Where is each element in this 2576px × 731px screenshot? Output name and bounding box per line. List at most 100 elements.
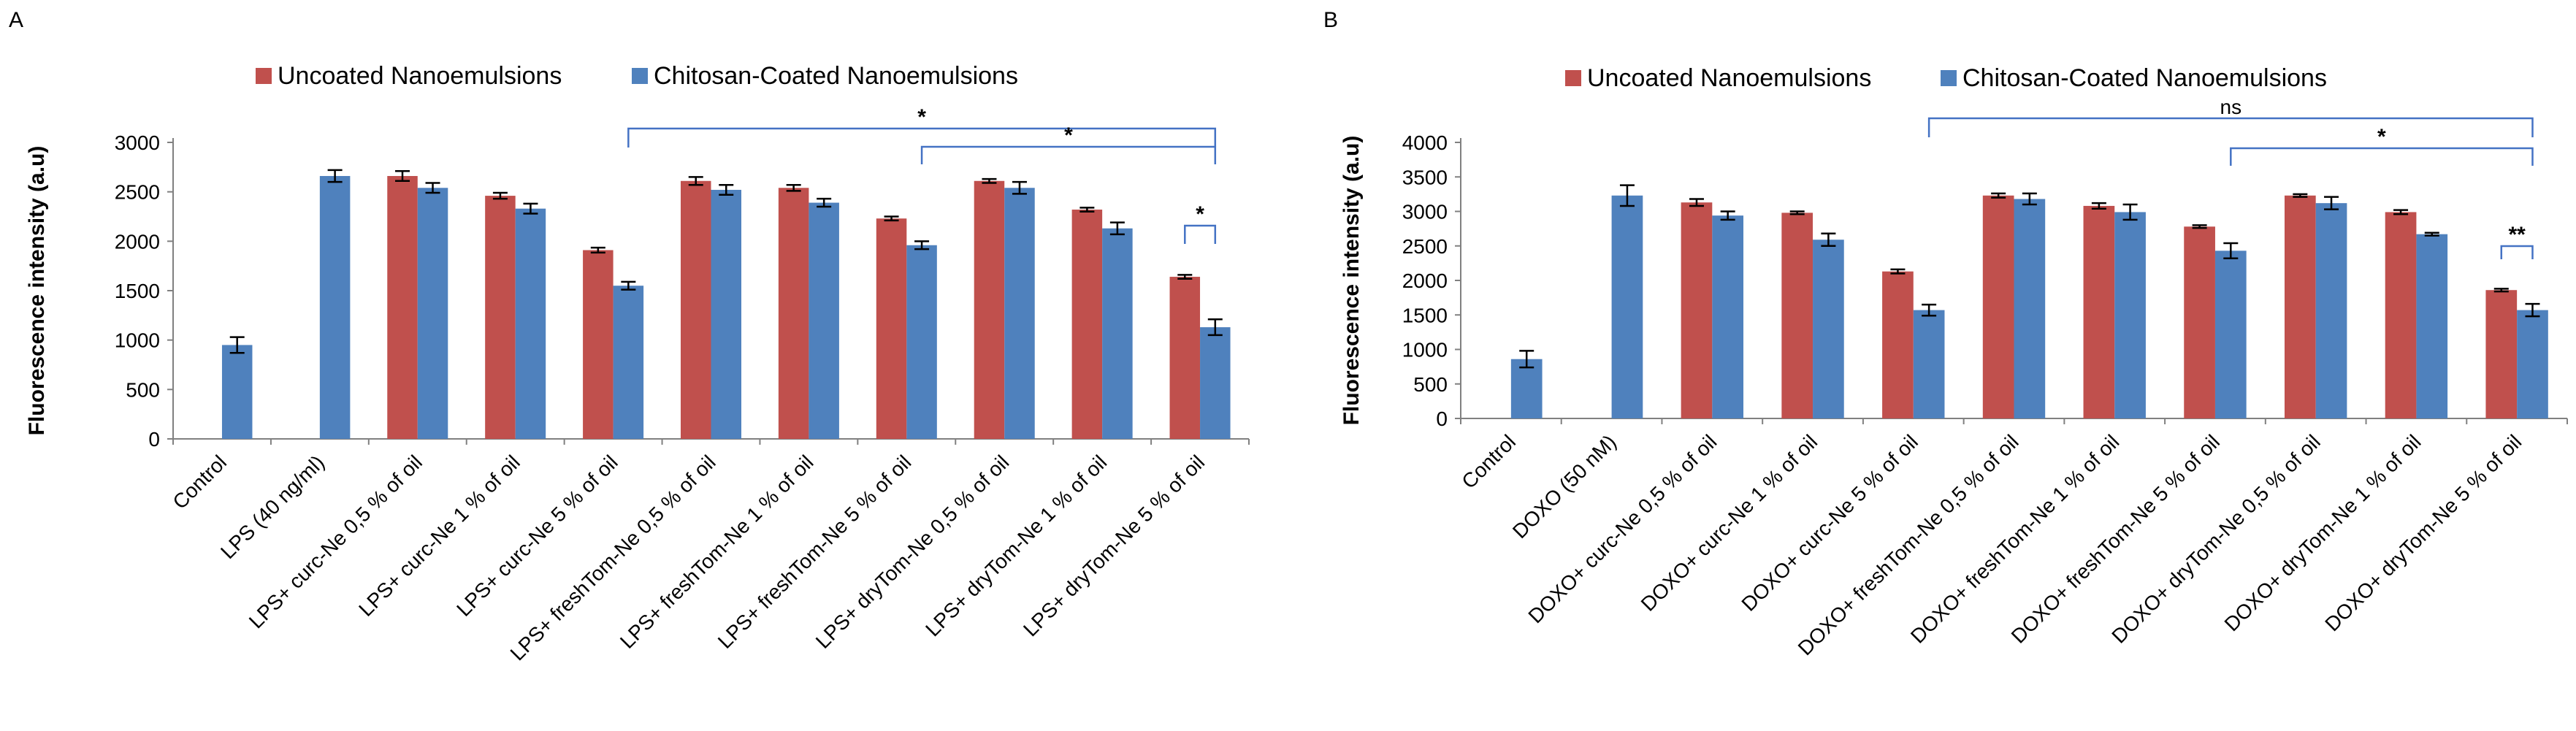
bar-uncoated bbox=[583, 250, 614, 439]
y-tick-label: 3000 bbox=[115, 131, 160, 154]
error-bar bbox=[2293, 193, 2308, 198]
y-axis-label: Fluorescence intensity (a.u) bbox=[25, 146, 49, 436]
error-bar bbox=[719, 183, 734, 196]
bar-chitosan-coated bbox=[1004, 188, 1035, 439]
significance-label: ns bbox=[2220, 96, 2242, 118]
bar-uncoated bbox=[680, 180, 711, 439]
bar-uncoated bbox=[1982, 195, 2014, 418]
bar-chitosan-coated bbox=[2315, 203, 2347, 418]
x-tick-label: LPS+ curc-Ne 1 % of oil bbox=[354, 451, 524, 621]
bar-chitosan-coated bbox=[1510, 359, 1543, 418]
significance-bracket bbox=[1927, 117, 2534, 137]
significance-bracket bbox=[2230, 147, 2534, 166]
bar-uncoated bbox=[387, 176, 418, 439]
significance-label: * bbox=[1196, 202, 1204, 226]
error-bar bbox=[2324, 196, 2339, 210]
bar-uncoated bbox=[2184, 226, 2215, 418]
error-bar bbox=[1922, 303, 1937, 317]
error-bar bbox=[2091, 202, 2106, 210]
x-tick-label: LPS+ curc-Ne 0,5 % of oil bbox=[245, 451, 427, 632]
x-tick-label: DOXO+ curc-Ne 0,5 % of oil bbox=[1524, 430, 1721, 627]
y-tick-label: 3000 bbox=[1402, 201, 1448, 223]
x-tick-label: DOXO+ dryTom-Ne 0,5 % of oil bbox=[2107, 430, 2325, 648]
bar-uncoated bbox=[1882, 271, 1914, 418]
x-tick-label: LPS (40 ng/ml) bbox=[216, 451, 329, 563]
y-tick-label: 1000 bbox=[1402, 339, 1448, 361]
bar-chitosan-coated bbox=[1712, 215, 1744, 418]
x-tick-label: Control bbox=[168, 451, 231, 513]
bar-uncoated bbox=[2385, 212, 2417, 418]
bar-chitosan-coated bbox=[711, 189, 742, 439]
error-bar bbox=[590, 246, 605, 254]
y-tick-label: 0 bbox=[1436, 407, 1448, 430]
error-bar bbox=[1079, 207, 1095, 213]
error-bar bbox=[2493, 288, 2509, 293]
panel-label: A bbox=[9, 8, 23, 32]
bar-chitosan-coated bbox=[2114, 212, 2146, 418]
bar-uncoated bbox=[876, 218, 907, 439]
x-tick-label: LPS+ curc-Ne 5 % of oil bbox=[452, 451, 622, 621]
x-tick-label: DOXO+ curc-Ne 1 % of oil bbox=[1637, 430, 1822, 616]
x-tick-label: LPS+ freshTom-Ne 5 % of oil bbox=[714, 451, 916, 653]
error-bar bbox=[1720, 210, 1735, 221]
legend-label: Chitosan-Coated Nanoemulsions bbox=[654, 62, 1018, 90]
x-tick-label: DOXO (50 nM) bbox=[1508, 430, 1621, 543]
error-bar bbox=[914, 240, 930, 250]
x-tick-label: DOXO+ dryTom-Ne 5 % of oil bbox=[2320, 430, 2526, 635]
error-bar bbox=[1207, 318, 1223, 337]
bar-uncoated bbox=[1169, 277, 1201, 439]
bar-chitosan-coated bbox=[906, 245, 937, 439]
significance-label: * bbox=[917, 105, 926, 129]
error-bar bbox=[1689, 198, 1704, 207]
y-tick-label: 2500 bbox=[1402, 235, 1448, 258]
significance-label: * bbox=[2377, 125, 2386, 149]
x-tick-label: LPS+ freshTom-Ne 1 % of oil bbox=[616, 451, 818, 653]
bar-chitosan-coated bbox=[809, 202, 839, 439]
error-bar bbox=[492, 191, 508, 200]
error-bar bbox=[2022, 192, 2037, 206]
bar-chitosan-coated bbox=[2517, 310, 2548, 418]
error-bar bbox=[1890, 268, 1906, 275]
x-tick-label: DOXO+ freshTom-Ne 5 % of oil bbox=[2007, 430, 2225, 648]
bar-chitosan-coated bbox=[2014, 199, 2046, 418]
chart-panel-b: B Fluorescence intensity (a.u) 0 500 1000 150… bbox=[1323, 8, 2568, 659]
bar-uncoated bbox=[2284, 195, 2316, 418]
significance-label: ** bbox=[2508, 223, 2526, 247]
error-bar bbox=[1519, 350, 1534, 369]
bar-chitosan-coated bbox=[417, 188, 448, 439]
y-tick-label: 4000 bbox=[1402, 131, 1448, 154]
significance-label: * bbox=[1064, 123, 1073, 148]
error-bar bbox=[884, 215, 899, 222]
significance-bracket bbox=[2500, 245, 2534, 259]
error-bar bbox=[1619, 184, 1635, 207]
bar-uncoated bbox=[1071, 210, 1103, 439]
y-tick-label: 1500 bbox=[115, 280, 160, 302]
error-bar bbox=[817, 197, 832, 208]
bar-chitosan-coated bbox=[1611, 195, 1643, 418]
y-tick-label: 1500 bbox=[1402, 304, 1448, 326]
bar-uncoated bbox=[1781, 213, 1813, 418]
error-bar bbox=[2223, 242, 2239, 260]
bar-chitosan-coated bbox=[1813, 240, 1844, 418]
error-bar bbox=[1991, 192, 2006, 199]
x-tick-label: DOXO+ curc-Ne 5 % of oil bbox=[1737, 430, 1922, 616]
error-bar bbox=[425, 182, 440, 194]
error-bar bbox=[523, 202, 538, 215]
legend-label: Chitosan-Coated Nanoemulsions bbox=[1962, 64, 2327, 92]
bar-uncoated bbox=[2083, 205, 2115, 418]
bar-uncoated bbox=[2485, 290, 2518, 418]
y-tick-label: 500 bbox=[1413, 373, 1448, 396]
error-bar bbox=[688, 176, 703, 186]
error-bar bbox=[1012, 180, 1027, 195]
error-bar bbox=[1109, 221, 1125, 236]
error-bar bbox=[2393, 209, 2409, 215]
y-tick-label: 1000 bbox=[115, 329, 160, 352]
x-tick-label: DOXO+ freshTom-Ne 1 % of oil bbox=[1906, 430, 2124, 648]
x-tick-label: Control bbox=[1457, 430, 1520, 493]
legend-label: Uncoated Nanoemulsions bbox=[1587, 64, 1871, 92]
significance-bracket bbox=[920, 145, 1217, 164]
legend-swatch bbox=[1941, 70, 1957, 86]
bar-chitosan-coated bbox=[515, 208, 546, 439]
error-bar bbox=[2525, 302, 2540, 318]
